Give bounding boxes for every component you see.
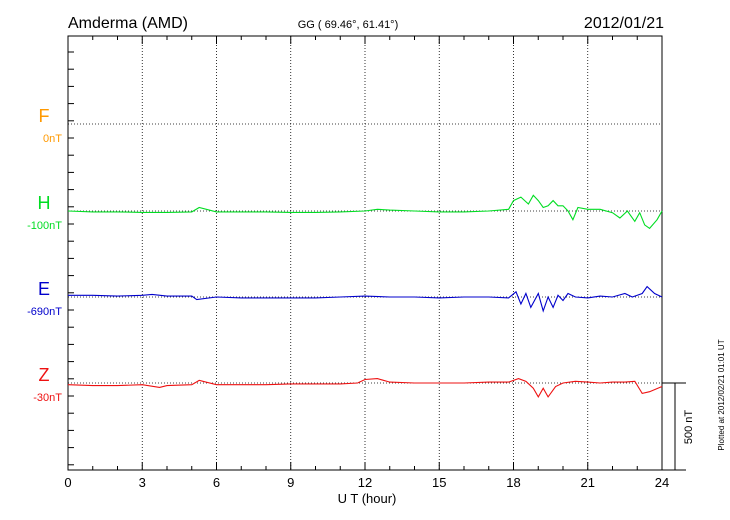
x-tick-label: 6: [213, 475, 220, 490]
scale-bar-label: 500 nT: [683, 410, 695, 445]
scale-bar: 500 nT: [662, 382, 695, 471]
x-tick-label: 12: [358, 475, 372, 490]
series-h-line: [67, 194, 663, 230]
series-z-line: [67, 378, 663, 399]
series-e-offset: -690nT: [27, 306, 62, 318]
series-labels: F 0nT H -100nT E -690nT Z -30nT: [27, 106, 62, 404]
series-layer: [67, 194, 663, 399]
x-tick-label: 3: [139, 475, 146, 490]
x-tick-label: 15: [432, 475, 446, 490]
date-label: 2012/01/21: [584, 15, 664, 32]
series-f-label: F: [39, 106, 50, 126]
x-tick-label: 9: [287, 475, 294, 490]
coordinates-label: GG ( 69.46°, 61.41°): [298, 19, 399, 31]
series-h-label: H: [38, 193, 51, 213]
x-tick-label: 18: [506, 475, 520, 490]
series-z-label: Z: [39, 365, 50, 385]
series-h-offset: -100nT: [27, 220, 62, 232]
series-z-offset: -30nT: [33, 392, 62, 404]
axis-ticks: 0 3 6 9 12 15 18 21 24: [64, 36, 669, 490]
x-tick-label: 21: [581, 475, 595, 490]
grid-lines: [68, 36, 662, 470]
plotted-timestamp: Plotted at 2012/02/21 01:01 UT: [717, 339, 726, 450]
series-f-offset: 0nT: [43, 133, 62, 145]
x-tick-label: 0: [64, 475, 71, 490]
series-e-label: E: [38, 279, 50, 299]
station-title: Amderma (AMD): [68, 15, 188, 32]
x-tick-label: 24: [655, 475, 669, 490]
x-axis-title: U T (hour): [338, 491, 397, 506]
series-e-line: [68, 285, 663, 313]
